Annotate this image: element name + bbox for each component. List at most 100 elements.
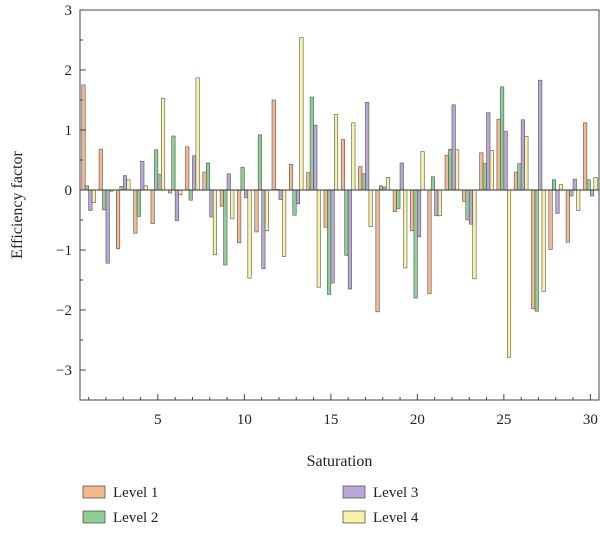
bar-level-3-10 [244, 189, 249, 199]
bar-level-1-16 [340, 139, 345, 191]
x-tick-label: 25 [496, 412, 511, 428]
bar-level-4-7 [195, 77, 200, 191]
bar-level-3-22 [451, 104, 456, 191]
bar-level-4-23 [472, 189, 477, 280]
bar-level-4-1 [91, 189, 96, 203]
y-tick-label: 0 [65, 183, 73, 199]
y-tick-label: 2 [65, 63, 73, 79]
bar-level-2-3 [119, 186, 124, 191]
bar-level-2-21 [430, 176, 435, 191]
bar-level-2-28 [551, 179, 557, 191]
bar-level-1-10 [237, 189, 242, 244]
bar-level-4-20 [420, 151, 425, 191]
bar-level-2-19 [396, 189, 401, 209]
x-tick-label: 10 [237, 412, 252, 428]
bar-level-1-13 [289, 163, 294, 191]
bar-level-2-16 [344, 189, 349, 256]
bar-level-2-2 [102, 189, 107, 211]
bar-level-4-27 [541, 189, 546, 292]
bar-level-3-9 [226, 173, 231, 191]
bar-level-4-8 [212, 189, 217, 256]
bar-level-4-19 [403, 189, 408, 269]
bar-level-2-20 [413, 189, 418, 299]
legend-swatch-level-2 [82, 510, 106, 524]
bar-level-4-14 [316, 189, 321, 288]
plot-area: −3 −2 −1 0 1 2 3 5 10 15 20 25 30 [56, 3, 600, 428]
bar-level-1-7 [185, 146, 190, 191]
bar-level-4-9 [230, 189, 235, 220]
bar-level-4-25 [507, 189, 512, 358]
bar-level-3-8 [209, 189, 214, 218]
bar-level-1-19 [392, 189, 397, 212]
bar-level-2-23 [465, 189, 470, 221]
bar-level-2-22 [448, 148, 453, 191]
bar-level-4-29 [576, 189, 581, 211]
bar-level-1-26 [513, 171, 518, 191]
y-tick-label: −2 [56, 303, 72, 319]
bar-level-4-4 [143, 185, 148, 191]
bar-level-2-9 [223, 189, 228, 266]
bar-level-3-12 [278, 189, 283, 200]
bar-level-3-16 [347, 189, 352, 290]
legend-label-level-4: Level 4 [373, 510, 419, 526]
plot-frame [79, 9, 600, 401]
bar-level-3-27 [538, 79, 543, 191]
bar-level-3-14 [313, 124, 318, 191]
bar-level-3-15 [330, 189, 335, 284]
bar-level-4-21 [437, 189, 442, 217]
x-tick-label: 30 [583, 412, 598, 428]
legend-label-level-2: Level 2 [113, 510, 158, 526]
y-tick-label: −3 [56, 363, 72, 379]
bar-level-3-25 [503, 130, 508, 191]
bar-level-4-3 [126, 179, 131, 191]
bar-level-4-10 [247, 189, 252, 279]
legend-label-level-1: Level 1 [113, 485, 158, 501]
bar-level-3-13 [295, 189, 301, 205]
bar-level-4-22 [455, 149, 460, 191]
legend: Level 1 Level 2 Level 3 Level 4 [82, 485, 419, 526]
bar-level-1-9 [219, 189, 224, 207]
bar-level-3-17 [365, 102, 370, 191]
bar-level-2-24 [482, 163, 487, 191]
bar-level-3-4 [140, 160, 145, 191]
bar-level-1-3 [116, 189, 121, 250]
bar-level-4-18 [385, 177, 390, 191]
legend-swatch-level-4 [342, 510, 366, 524]
bar-level-1-2 [98, 148, 103, 191]
bar-level-1-20 [410, 189, 415, 232]
bar-level-4-13 [299, 37, 304, 191]
bar-level-4-5 [161, 97, 166, 191]
bar-level-2-17 [361, 173, 366, 191]
bar-level-3-11 [261, 189, 266, 269]
bar-level-1-5 [150, 189, 155, 224]
bar-level-4-30 [593, 177, 598, 191]
bar-level-2-30 [586, 179, 591, 191]
bar-level-3-2 [105, 189, 110, 264]
bar-level-3-29 [572, 178, 577, 191]
bar-level-2-18 [378, 185, 384, 191]
bar-level-2-26 [517, 163, 522, 191]
bar-level-3-19 [399, 162, 404, 191]
bar-level-4-15 [334, 114, 339, 191]
bar-level-2-10 [240, 166, 245, 191]
bar-level-4-17 [368, 189, 373, 227]
bar-level-3-1 [88, 189, 93, 211]
legend-swatch-level-1 [82, 485, 106, 499]
x-axis: 5 10 15 20 25 30 [88, 394, 598, 428]
bar-level-2-29 [569, 189, 574, 197]
bar-level-4-24 [489, 150, 494, 191]
bar-level-2-27 [534, 189, 539, 312]
x-tick-label: 20 [410, 412, 425, 428]
bar-level-4-12 [282, 189, 287, 257]
x-tick-label: 15 [323, 412, 338, 428]
bar-level-2-25 [500, 86, 505, 191]
bar-level-4-16 [351, 122, 356, 191]
y-axis-title: Efficiency factor [9, 151, 26, 259]
bar-level-2-5 [154, 149, 159, 191]
bar-level-2-4 [136, 189, 141, 217]
x-axis-title: Saturation [307, 453, 373, 470]
bar-level-4-6 [178, 189, 183, 196]
bar-level-1-25 [496, 118, 501, 191]
bars [81, 37, 598, 358]
